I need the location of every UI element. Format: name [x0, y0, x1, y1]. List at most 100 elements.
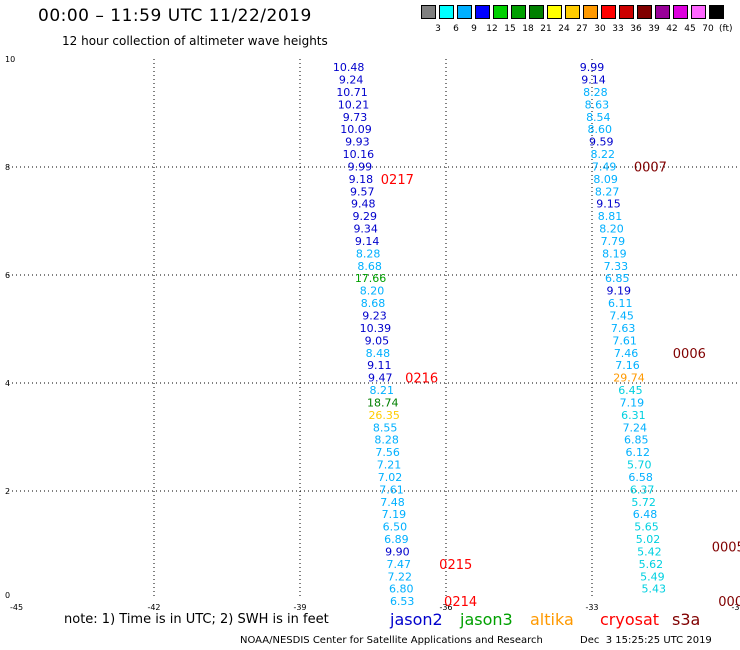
data-point-label: 8.81 — [598, 210, 623, 223]
data-point-label: 6.31 — [621, 409, 646, 422]
data-point-label: 10.48 — [333, 61, 365, 74]
data-point-label: 6.50 — [383, 521, 408, 534]
legend-swatch — [439, 5, 454, 19]
legend-label: 30 — [594, 24, 606, 34]
y-tick-label: 6 — [5, 271, 10, 280]
legend-label: 27 — [576, 24, 588, 34]
x-tick-label: -45 — [10, 603, 23, 612]
satellite-label-altika: altika — [530, 610, 574, 629]
legend-swatch — [511, 5, 526, 19]
data-point-label: 6.11 — [608, 297, 633, 310]
legend-swatch — [637, 5, 652, 19]
data-point-label: 5.43 — [642, 583, 667, 596]
legend-swatch — [655, 5, 670, 19]
data-point-label: 7.47 — [387, 558, 412, 571]
legend-swatch — [457, 5, 472, 19]
legend-label: 9 — [471, 24, 477, 34]
data-point-label: 9.34 — [353, 223, 378, 236]
data-point-label: 7.63 — [611, 322, 636, 335]
y-tick-label: 2 — [5, 487, 10, 496]
footer-credit: NOAA/NESDIS Center for Satellite Applica… — [240, 635, 543, 646]
time-label: 000 — [718, 595, 740, 610]
data-point-label: 8.28 — [583, 86, 608, 99]
data-point-label: 8.20 — [599, 223, 624, 236]
legend-label: 45 — [684, 24, 696, 34]
data-point-label: 6.80 — [389, 583, 414, 596]
data-point-label: 5.42 — [637, 545, 662, 558]
data-point-label: 7.33 — [604, 260, 629, 273]
data-point-label: 6.45 — [618, 384, 643, 397]
legend-swatch — [475, 5, 490, 19]
data-point-label: 8.63 — [585, 98, 610, 111]
data-point-label: 5.62 — [639, 558, 664, 571]
data-point-label: 10.71 — [336, 86, 368, 99]
data-point-label: 9.73 — [343, 111, 368, 124]
page-subtitle: 12 hour collection of altimeter wave hei… — [62, 34, 328, 48]
data-point-label: 29.74 — [613, 372, 645, 385]
satellite-label-cryosat: cryosat — [600, 610, 660, 629]
data-point-label: 10.09 — [340, 123, 372, 136]
data-point-label: 9.19 — [607, 285, 632, 298]
data-point-label: 8.28 — [356, 247, 381, 260]
legend-swatch — [673, 5, 688, 19]
legend-label: 42 — [666, 24, 678, 34]
legend-label: 24 — [558, 24, 570, 34]
data-point-label: 8.19 — [602, 247, 627, 260]
data-point-label: 10.39 — [360, 322, 392, 335]
data-point-label: 8.60 — [588, 123, 613, 136]
time-label: 0007 — [634, 160, 667, 175]
legend-label: 70 — [702, 24, 714, 34]
data-point-label: 7.49 — [592, 160, 617, 173]
legend-swatch — [565, 5, 580, 19]
data-point-label: 8.09 — [593, 173, 618, 186]
data-point-label: 5.72 — [631, 496, 656, 509]
data-point-label: 7.02 — [378, 471, 403, 484]
data-point-label: 9.11 — [367, 359, 392, 372]
data-point-label: 9.48 — [351, 198, 376, 211]
data-point-label: 7.21 — [377, 459, 402, 472]
data-point-label: 9.23 — [362, 310, 387, 323]
legend-swatch — [547, 5, 562, 19]
data-point-label: 18.74 — [367, 396, 399, 409]
page-title: 00:00 – 11:59 UTC 11/22/2019 — [38, 6, 312, 26]
legend-label: 12 — [486, 24, 498, 34]
legend-swatch — [601, 5, 616, 19]
data-point-label: 9.15 — [596, 198, 621, 211]
data-point-label: 9.05 — [365, 334, 390, 347]
footer-note: note: 1) Time is in UTC; 2) SWH is in fe… — [64, 612, 329, 627]
data-point-label: 8.22 — [590, 148, 615, 161]
data-point-label: 5.02 — [636, 533, 661, 546]
data-point-label: 7.46 — [614, 347, 639, 360]
data-point-label: 8.55 — [373, 421, 398, 434]
data-point-label: 9.57 — [350, 185, 375, 198]
satellite-label-s3a: s3a — [672, 610, 701, 629]
data-point-label: 7.79 — [601, 235, 626, 248]
data-point-label: 8.68 — [357, 260, 382, 273]
legend-label: 15 — [504, 24, 516, 34]
data-point-label: 9.24 — [339, 74, 364, 87]
legend-swatch — [529, 5, 544, 19]
data-point-label: 6.58 — [628, 471, 653, 484]
legend-label: 33 — [612, 24, 624, 34]
legend-label: 21 — [540, 24, 552, 34]
data-point-label: 10.21 — [338, 98, 370, 111]
data-point-label: 9.29 — [352, 210, 377, 223]
data-point-label: 8.27 — [595, 185, 620, 198]
y-tick-label: 0 — [5, 591, 10, 600]
data-point-label: 6.37 — [630, 483, 655, 496]
x-tick-label: -42 — [147, 603, 160, 612]
data-point-label: 26.35 — [368, 409, 400, 422]
data-point-label: 5.70 — [627, 459, 652, 472]
legend-label: 6 — [453, 24, 459, 34]
data-point-label: 7.24 — [623, 421, 648, 434]
time-label: 0216 — [405, 372, 438, 387]
time-label: 0215 — [439, 558, 472, 573]
y-tick-label: 4 — [5, 379, 10, 388]
legend-label: 3 — [435, 24, 441, 34]
data-point-label: 5.65 — [634, 521, 659, 534]
data-point-label: 7.19 — [620, 396, 645, 409]
data-point-label: 8.28 — [374, 434, 399, 447]
data-point-label: 6.53 — [390, 595, 415, 608]
data-point-label: 9.14 — [581, 74, 606, 87]
